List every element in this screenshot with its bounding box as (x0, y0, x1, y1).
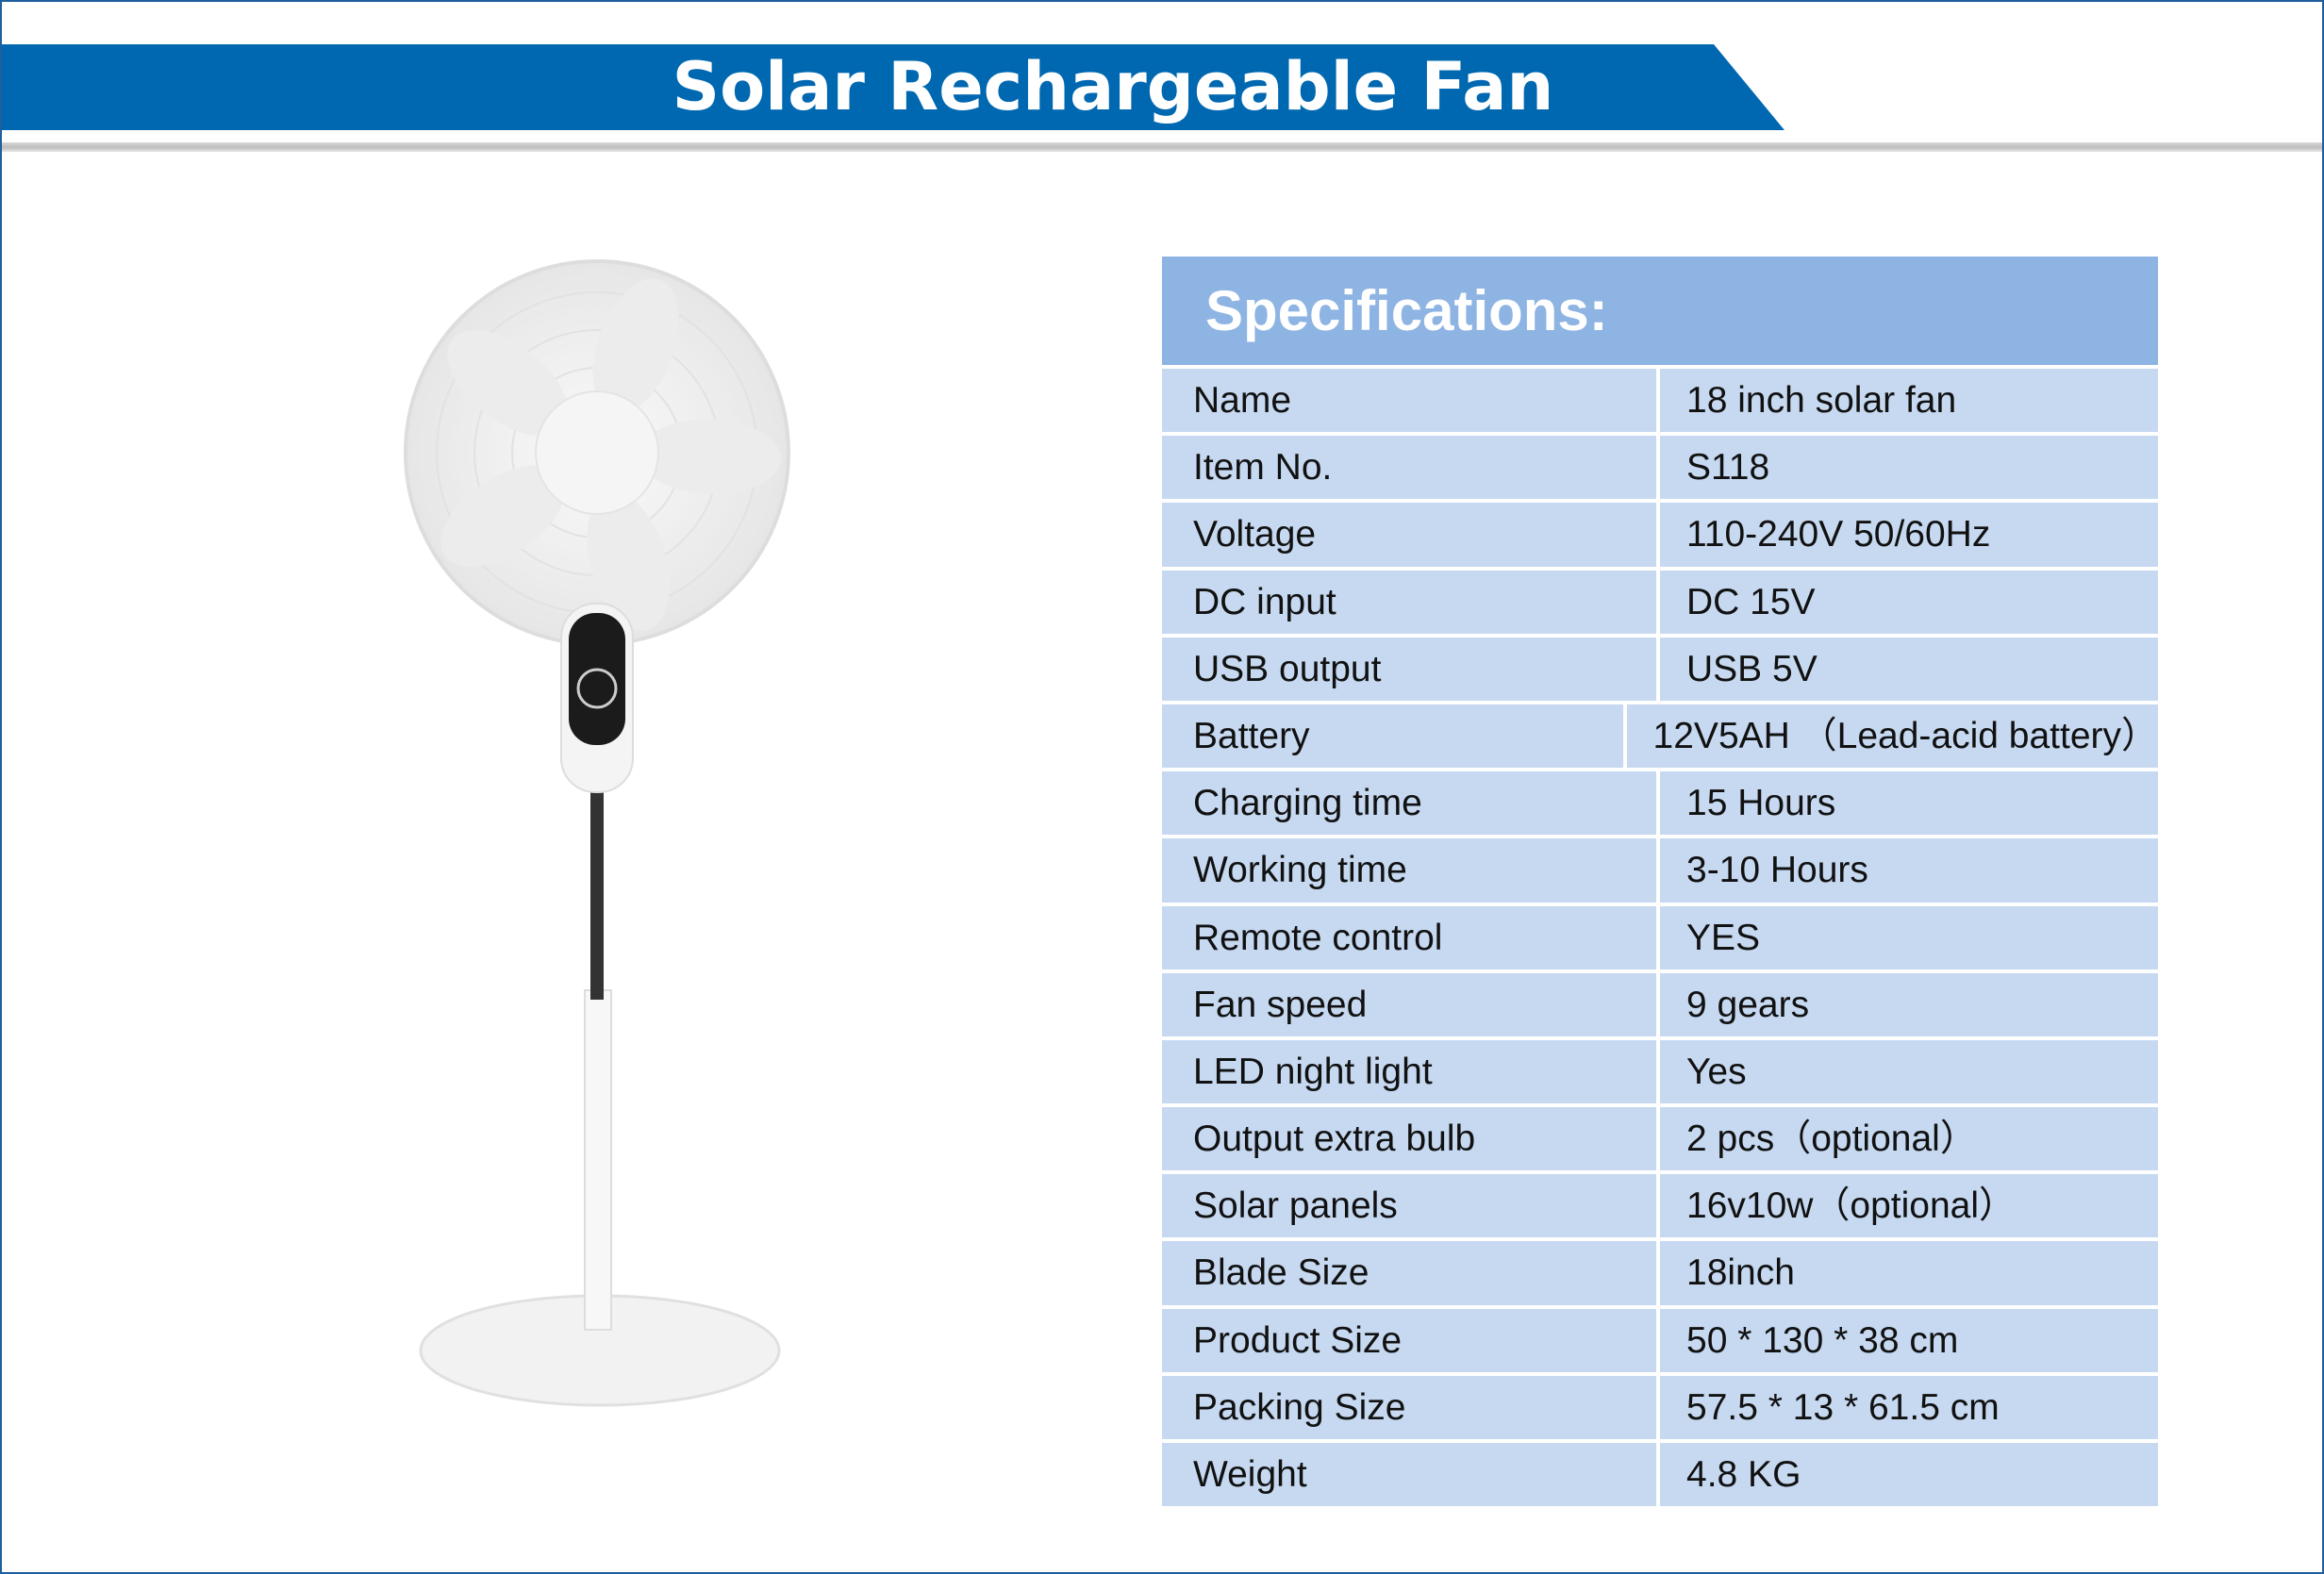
spec-label: Voltage (1162, 503, 1660, 567)
spec-label: Name (1162, 369, 1660, 433)
spec-label: Blade Size (1162, 1241, 1660, 1305)
spec-label: Battery (1162, 704, 1627, 769)
fan-hub (535, 390, 659, 515)
spec-label: Solar panels (1162, 1174, 1660, 1238)
spec-row: Name 18 inch solar fan (1162, 365, 2158, 433)
spec-value: 3-10 Hours (1660, 838, 2158, 903)
spec-row: Product Size 50 * 130 * 38 cm (1162, 1304, 2158, 1372)
title-banner (2, 44, 1784, 130)
spec-row: Charging time 15 Hours (1162, 768, 2158, 836)
spec-value: 110-240V 50/60Hz (1660, 503, 2158, 567)
header-divider (2, 142, 2322, 152)
spec-row: Working time 3-10 Hours (1162, 835, 2158, 903)
specifications-heading: Specifications: (1162, 257, 2158, 365)
spec-row: Remote control YES (1162, 902, 2158, 969)
fan-control-panel (569, 613, 625, 745)
spec-label: Charging time (1162, 771, 1660, 836)
spec-label: DC input (1162, 570, 1660, 634)
spec-value: 16v10w（optional） (1660, 1174, 2158, 1238)
standing-fan-image (404, 259, 790, 1407)
spec-label: Weight (1162, 1443, 1660, 1507)
spec-row: DC input DC 15V (1162, 566, 2158, 634)
spec-row: Blade Size 18inch (1162, 1237, 2158, 1305)
page-title: Solar Rechargeable Fan (672, 48, 1554, 125)
spec-row: Fan speed 9 gears (1162, 969, 2158, 1036)
spec-label: Working time (1162, 838, 1660, 903)
spec-value: 12V5AH （Lead-acid battery） (1626, 704, 2158, 769)
spec-value: USB 5V (1660, 637, 2158, 701)
spec-row: LED night light Yes (1162, 1036, 2158, 1104)
spec-label: USB output (1162, 637, 1660, 701)
fan-blades (440, 278, 781, 631)
spec-value: 2 pcs（optional） (1660, 1107, 2158, 1171)
spec-label: LED night light (1162, 1039, 1660, 1104)
spec-value: 4.8 KG (1660, 1443, 2158, 1507)
spec-row: Packing Size 57.5 * 13 * 61.5 cm (1162, 1371, 2158, 1439)
spec-label: Fan speed (1162, 972, 1660, 1036)
spec-row: Solar panels 16v10w（optional） (1162, 1170, 2158, 1238)
fan-control-button-icon (576, 668, 618, 709)
spec-row: Battery 12V5AH （Lead-acid battery） (1162, 700, 2158, 769)
spec-label: Product Size (1162, 1308, 1660, 1372)
spec-value: 15 Hours (1660, 771, 2158, 836)
spec-label: Packing Size (1162, 1375, 1660, 1439)
specifications-table: Specifications: Name 18 inch solar fan Ite… (1162, 257, 2158, 1507)
fan-pole-upper (590, 783, 604, 1000)
spec-row: Output extra bulb 2 pcs（optional） (1162, 1103, 2158, 1171)
spec-value: 18 inch solar fan (1660, 369, 2158, 433)
spec-value: Yes (1660, 1039, 2158, 1104)
spec-row: USB output USB 5V (1162, 633, 2158, 701)
spec-label: Output extra bulb (1162, 1107, 1660, 1171)
spec-label: Remote control (1162, 905, 1660, 969)
spec-row: Item No. S118 (1162, 432, 2158, 500)
spec-value: DC 15V (1660, 570, 2158, 634)
spec-value: YES (1660, 905, 2158, 969)
spec-value: 50 * 130 * 38 cm (1660, 1308, 2158, 1372)
spec-value: 57.5 * 13 * 61.5 cm (1660, 1375, 2158, 1439)
fan-pole-lower (584, 989, 612, 1331)
spec-row: Voltage 110-240V 50/60Hz (1162, 499, 2158, 567)
spec-value: S118 (1660, 436, 2158, 500)
spec-row: Weight 4.8 KG (1162, 1439, 2158, 1507)
spec-value: 18inch (1660, 1241, 2158, 1305)
spec-label: Item No. (1162, 436, 1660, 500)
spec-value: 9 gears (1660, 972, 2158, 1036)
